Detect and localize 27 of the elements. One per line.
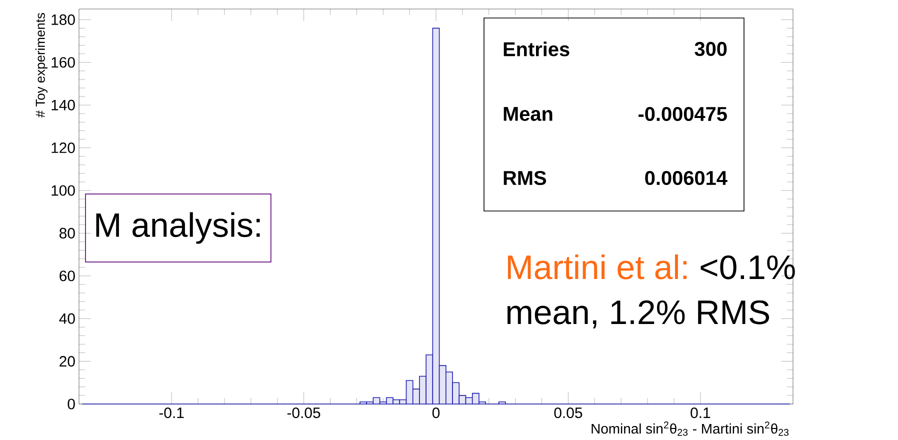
x-tick-label: -0.1 [159,408,184,418]
y-tick-label: 180 [52,14,75,25]
y-tick-label: 80 [60,228,75,238]
annotation: Martini et al: [508,254,687,280]
annotation: RMS [504,170,546,186]
annotation: 0.006014 [645,170,728,186]
x-tick-label: 0.05 [554,408,582,418]
y-tick-label: 40 [59,313,75,324]
y-tick-label: 160 [52,57,75,68]
x-tick-label: -0.05 [287,408,320,418]
y-tick-label: 20 [60,356,75,367]
annotation: <0.1% [700,255,795,280]
y-tick-label: 0 [68,398,75,410]
annotation: mean, 1.2% RMS [507,300,770,328]
y-tick-label: 100 [52,185,75,196]
annotation: Entries [504,42,570,56]
y-tick-label: 60 [60,270,75,282]
x-tick-label: 0.1 [690,408,710,418]
y-tick-label: 140 [52,100,75,110]
annotation: 300 [694,42,727,56]
annotation: M analysis: [96,212,260,244]
y-tick-label: 120 [52,142,75,154]
annotation: -0.000475 [638,106,727,122]
x-tick-label: 0 [432,408,440,418]
y-axis-title: # Toy experiments [35,13,48,118]
x-axis-title: Nominal sin$^{2}$θ$_{23}$ - Martini sin$^{2}$θ$_{23}$ [592,422,789,436]
annotation: Mean [504,107,552,121]
